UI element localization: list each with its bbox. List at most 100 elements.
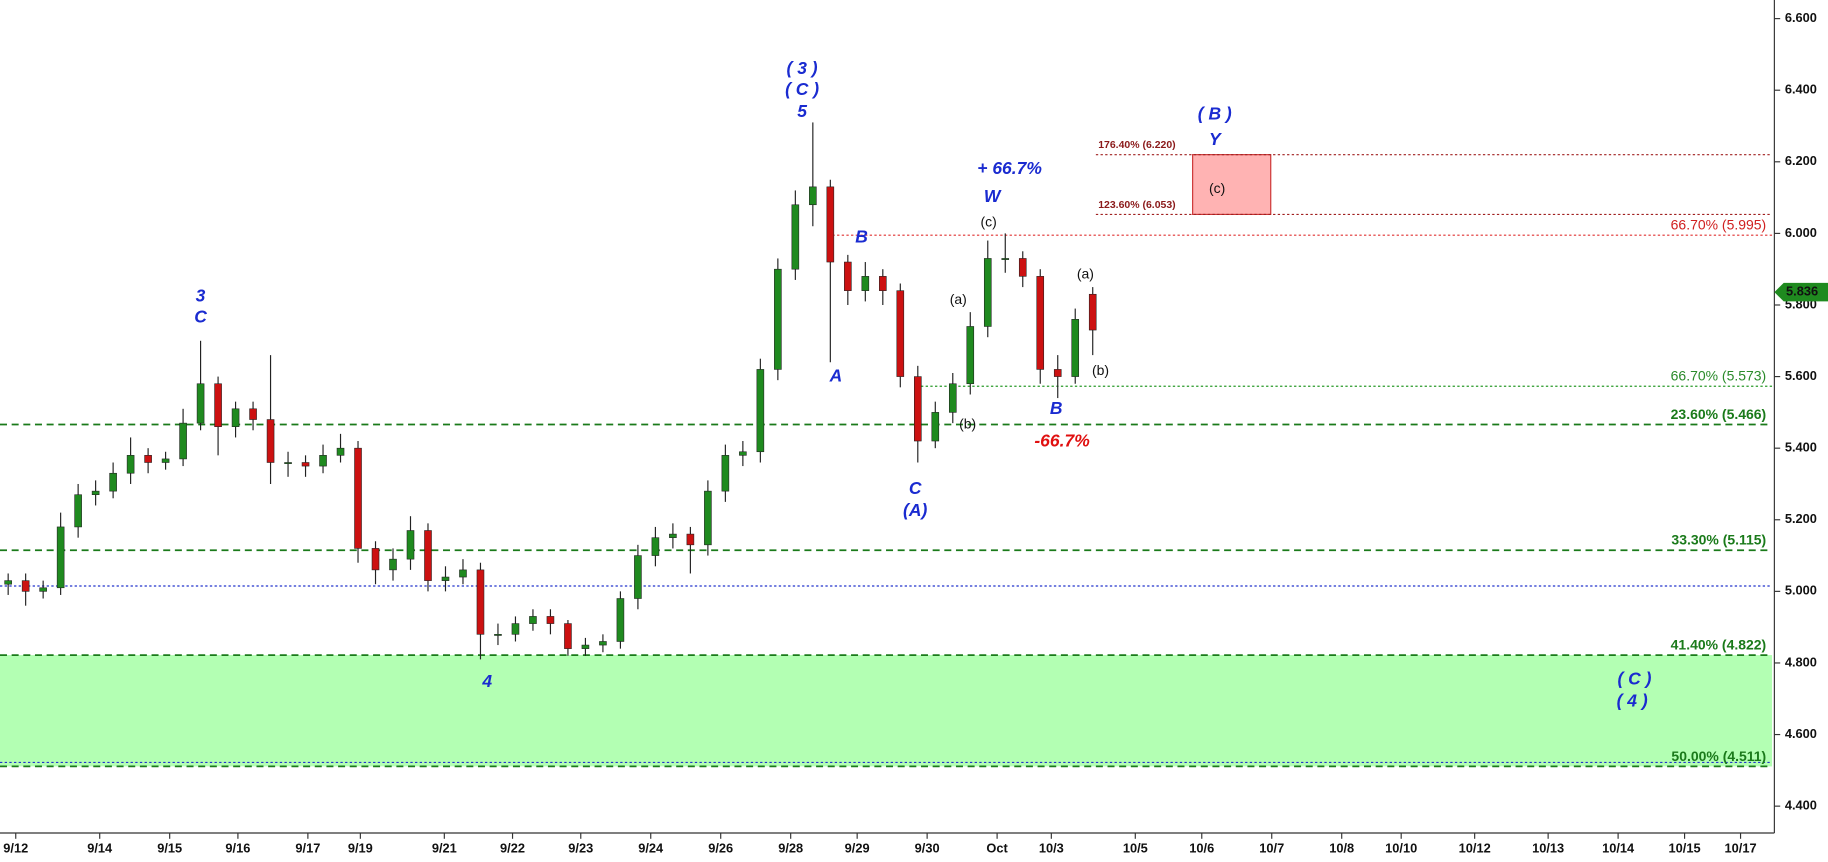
wave-label: ( C ) bbox=[785, 79, 819, 99]
candle-body bbox=[599, 641, 607, 646]
candle-body bbox=[809, 186, 817, 206]
candle-body bbox=[581, 644, 590, 649]
wave-label: ( C ) bbox=[1617, 668, 1651, 688]
wave-label: ( 3 ) bbox=[787, 58, 818, 78]
y-tick-label: 4.800 bbox=[1785, 654, 1817, 669]
candle-body bbox=[109, 472, 117, 492]
x-tick-label: 10/12 bbox=[1459, 841, 1491, 856]
wave-label: -66.7% bbox=[1034, 431, 1090, 451]
candle-body bbox=[284, 462, 292, 464]
x-tick-label: 10/6 bbox=[1189, 841, 1214, 856]
candle-body bbox=[144, 455, 152, 463]
candle-body bbox=[56, 526, 65, 589]
candle-body bbox=[406, 530, 415, 560]
y-tick-label: 6.000 bbox=[1785, 225, 1817, 240]
wave-label: 5 bbox=[797, 101, 807, 121]
candle-body bbox=[1071, 319, 1080, 377]
x-tick-label: 9/15 bbox=[157, 841, 182, 856]
y-tick-label: 4.600 bbox=[1785, 726, 1817, 741]
candle-body bbox=[126, 455, 135, 474]
candle-body bbox=[1053, 369, 1062, 377]
candle-body bbox=[249, 408, 257, 420]
candle-body bbox=[161, 458, 170, 463]
wave-label: A bbox=[829, 366, 843, 386]
level-label: 23.60% (5.466) bbox=[1671, 406, 1767, 422]
candle-body bbox=[914, 376, 922, 442]
y-tick-label: 6.600 bbox=[1785, 10, 1817, 25]
level-label: 33.30% (5.115) bbox=[1671, 532, 1766, 548]
x-tick-label: 9/26 bbox=[708, 841, 733, 856]
wave-label: (c) bbox=[980, 213, 996, 229]
x-tick-label: 9/16 bbox=[225, 841, 250, 856]
candle-body bbox=[4, 580, 12, 585]
x-tick-label: 9/12 bbox=[3, 841, 28, 856]
x-tick-label: 9/22 bbox=[500, 841, 525, 856]
x-tick-label: 10/14 bbox=[1602, 841, 1635, 856]
candle-body bbox=[774, 268, 782, 370]
wave-label: B bbox=[855, 226, 868, 246]
candle-body bbox=[739, 451, 747, 456]
wave-label: + 66.7% bbox=[977, 158, 1042, 178]
candle-body bbox=[879, 276, 887, 291]
candle-body bbox=[336, 447, 345, 456]
candle-body bbox=[179, 422, 187, 460]
y-tick-label: 5.600 bbox=[1785, 368, 1817, 383]
candle-body bbox=[634, 555, 642, 599]
wave-label: (b) bbox=[959, 415, 976, 431]
candle-body bbox=[564, 623, 572, 649]
y-tick-label: 5.200 bbox=[1785, 511, 1817, 526]
wave-label: (a) bbox=[1077, 266, 1094, 282]
x-tick-label: 10/10 bbox=[1385, 841, 1417, 856]
wave-label: (c) bbox=[1209, 180, 1225, 196]
candle-body bbox=[529, 616, 537, 624]
level-label: 50.00% (4.511) bbox=[1671, 748, 1766, 764]
wave-label: B bbox=[1050, 398, 1063, 418]
wave-label: ( 4 ) bbox=[1617, 691, 1648, 711]
candle-body bbox=[861, 276, 870, 291]
x-tick-label: 9/29 bbox=[845, 841, 870, 856]
candle-body bbox=[371, 548, 380, 571]
candle-body bbox=[301, 462, 310, 467]
x-tick-label: 10/5 bbox=[1123, 841, 1148, 856]
candle-body bbox=[1036, 276, 1045, 370]
wave-label: C bbox=[194, 307, 207, 327]
candle-body bbox=[844, 261, 852, 291]
x-tick-label: 9/21 bbox=[432, 841, 457, 856]
candle-body bbox=[983, 258, 992, 327]
candle-body bbox=[966, 326, 975, 385]
level-label: 123.60% (6.053) bbox=[1098, 200, 1175, 211]
wave-label: 3 bbox=[196, 286, 206, 306]
x-tick-label: 10/13 bbox=[1532, 841, 1564, 856]
wave-label: (b) bbox=[1092, 362, 1109, 378]
x-tick-label: 10/8 bbox=[1329, 841, 1354, 856]
x-tick-label: 10/17 bbox=[1725, 841, 1757, 856]
x-tick-label: 9/17 bbox=[295, 841, 320, 856]
candle-body bbox=[756, 369, 765, 453]
level-label: 66.70% (5.573) bbox=[1671, 368, 1767, 384]
candle-body bbox=[511, 623, 520, 635]
candle-body bbox=[948, 383, 957, 413]
y-tick-label: 5.000 bbox=[1785, 583, 1817, 598]
candle-body bbox=[74, 494, 82, 528]
y-tick-label: 4.400 bbox=[1785, 798, 1817, 813]
target-box bbox=[1192, 154, 1272, 216]
y-tick-label: 5.400 bbox=[1785, 440, 1817, 455]
x-tick-label: 9/23 bbox=[568, 841, 593, 856]
candle-body bbox=[39, 587, 47, 592]
wave-label: Y bbox=[1209, 129, 1222, 149]
candle-body bbox=[459, 569, 467, 578]
wave-label: ( B ) bbox=[1198, 103, 1232, 123]
candle-body bbox=[424, 530, 432, 581]
price-tag-label: 5.836 bbox=[1786, 283, 1818, 298]
wave-label: (A) bbox=[903, 500, 927, 520]
x-tick-label: 10/7 bbox=[1259, 841, 1284, 856]
candle-body bbox=[389, 558, 397, 571]
candle-body bbox=[476, 569, 485, 635]
candle-body bbox=[266, 419, 275, 463]
level-label: 66.70% (5.995) bbox=[1671, 217, 1767, 233]
candle-body bbox=[721, 455, 730, 492]
y-tick-label: 6.400 bbox=[1785, 82, 1817, 97]
x-tick-label: 10/15 bbox=[1669, 841, 1701, 856]
candle-body bbox=[546, 616, 555, 624]
